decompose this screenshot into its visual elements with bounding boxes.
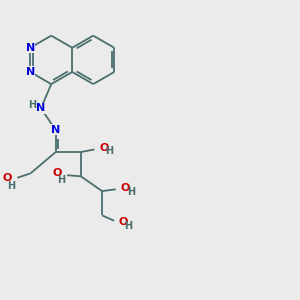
Text: H: H: [28, 100, 37, 110]
Text: O: O: [3, 173, 12, 183]
Text: N: N: [26, 67, 35, 77]
Text: O: O: [100, 142, 109, 153]
Text: H: H: [57, 175, 65, 185]
Text: H: H: [7, 181, 15, 191]
Text: O: O: [119, 217, 128, 226]
Text: H: H: [124, 221, 133, 231]
Text: N: N: [51, 125, 60, 135]
Text: O: O: [121, 182, 130, 193]
Text: H: H: [127, 187, 135, 197]
Text: N: N: [26, 43, 35, 53]
Text: H: H: [105, 146, 113, 157]
Text: O: O: [52, 168, 62, 178]
Text: N: N: [36, 103, 46, 113]
